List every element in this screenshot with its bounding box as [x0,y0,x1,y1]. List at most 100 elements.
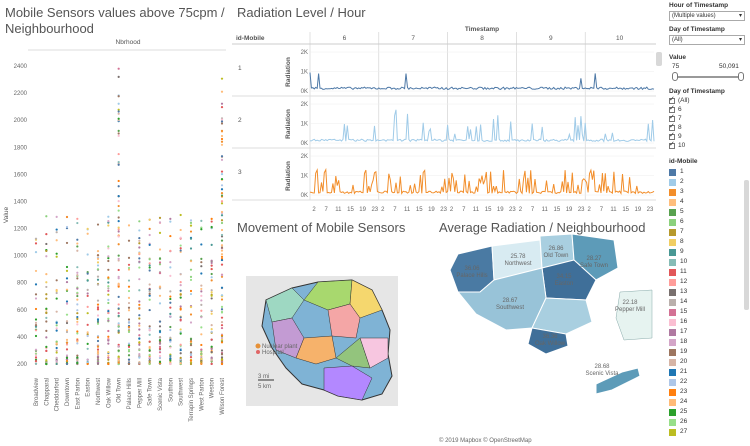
legend-item[interactable]: 4 [669,198,684,206]
movement-district-easton [327,303,361,339]
legend-item[interactable]: 17 [669,328,687,336]
legend-item[interactable]: 20 [669,358,687,366]
checkbox-icon[interactable] [669,114,675,122]
legend-item[interactable]: 16 [669,318,687,326]
legend-item[interactable]: 10 [669,258,687,266]
day-checkbox-item[interactable]: 10 [669,141,685,150]
avgmap-region-value: 26.86 [548,246,564,252]
legend-item[interactable]: 22 [669,378,687,386]
radiation-scrollbar[interactable] [656,52,662,66]
legend-item[interactable]: 23 [669,388,687,396]
scatter-chart[interactable]: Nbrhood 2400 2200 2000 1800 1600 1400 1200 1000… [0,0,228,446]
scatter-point [179,356,182,360]
scatter-point [34,329,38,332]
scatter-point [169,354,172,357]
scatter-point [169,315,172,318]
scatter-point [107,339,110,342]
avgmap-region-scenicvista[interactable] [595,367,641,395]
scatter-point [117,314,120,318]
scatter-point [169,336,172,339]
avgmap-region-center[interactable] [531,297,593,335]
legend-item[interactable]: 9 [669,248,684,256]
legend-item[interactable]: 8 [669,238,684,246]
scatter-point [55,239,58,242]
legend-item[interactable]: 11 [669,268,687,276]
scatter-point [220,334,224,337]
value-slider-handle-max[interactable] [738,72,744,81]
scatter-point [96,264,100,267]
day-checkbox-item[interactable]: 6 [669,105,682,114]
day-checkbox-item[interactable]: 9 [669,132,682,141]
scatter-point [55,342,58,345]
legend-item[interactable]: 3 [669,188,684,196]
scatter-point [127,301,131,305]
scatter-point [158,340,162,343]
scatter-point [220,249,224,252]
avgmap-region-peppermill[interactable] [615,289,653,341]
scatter-point [179,348,182,352]
legend-swatch [669,298,676,306]
hour-filter-dropdown[interactable]: (Multiple values) ▾ [669,11,745,21]
scatter-point [45,293,48,296]
legend-item[interactable]: 25 [669,408,687,416]
value-slider-track[interactable] [675,76,741,78]
scatter-point [220,255,224,258]
scatter-point [117,349,120,352]
legend-item[interactable]: 6 [669,218,684,226]
legend-item[interactable]: 15 [669,308,687,316]
checkbox-icon[interactable] [669,141,675,149]
radiation-day-header: 8 [480,35,484,42]
scatter-y-tick: 2400 [14,64,28,70]
chevron-down-icon: ▾ [738,37,742,43]
legend-item[interactable]: 24 [669,398,687,406]
legend-item[interactable]: 27 [669,428,687,436]
legend-item[interactable]: 5 [669,208,684,216]
scatter-point [138,229,141,232]
legend-swatch [669,368,676,376]
legend-item[interactable]: 26 [669,418,687,426]
scatter-point [200,299,203,302]
scatter-x-tick: Southton [168,378,174,402]
checkbox-icon[interactable] [669,96,675,104]
scatter-point [158,263,162,266]
scatter-point [117,361,120,364]
legend-item[interactable]: 1 [669,168,684,176]
radiation-chart[interactable]: Timestamp id-Mobile 6 7 8 9 10 1 Radiation2K1… [232,0,662,215]
scatter-point [55,329,58,332]
day-checkbox-item[interactable]: 8 [669,123,682,132]
legend-scrollbar[interactable] [744,180,749,310]
radiation-id-label: id-Mobile [236,35,265,42]
legend-item[interactable]: 21 [669,368,687,376]
value-slider-handle-min[interactable] [672,72,678,81]
legend-label-text: 13 [680,288,688,295]
avgmap-region-oakwillow[interactable] [527,327,569,355]
scatter-point [200,316,203,319]
scatter-point [220,341,224,344]
scatter-point [158,261,162,264]
scatter-point [220,358,224,361]
scatter-point [189,219,193,222]
legend-item[interactable]: 2 [669,178,684,186]
legend-item[interactable]: 7 [669,228,684,236]
legend-item[interactable]: 18 [669,338,687,346]
legend-item[interactable]: 19 [669,348,687,356]
checkbox-icon[interactable] [669,123,675,131]
day-checkbox-item[interactable]: (All) [669,96,690,105]
day-checkbox-item[interactable]: 7 [669,114,682,123]
scatter-point [189,268,193,271]
day-filter-dropdown[interactable]: (All) ▾ [669,35,745,45]
scatter-point [148,353,151,356]
scatter-point [76,291,79,294]
scatter-point [179,249,182,252]
value-min-label: 75 [672,63,680,70]
checkbox-icon[interactable] [669,132,675,140]
legend-item[interactable]: 12 [669,278,687,286]
legend-item[interactable]: 13 [669,288,687,296]
checkbox-icon[interactable] [669,105,675,113]
scatter-point [127,362,131,365]
legend-item[interactable]: 14 [669,298,687,306]
avgmap-region-value: 34.15 [556,274,572,280]
movement-map[interactable]: Nuclear plant Hospital 3 mi 5 km [232,218,432,446]
scatter-point [96,318,100,321]
